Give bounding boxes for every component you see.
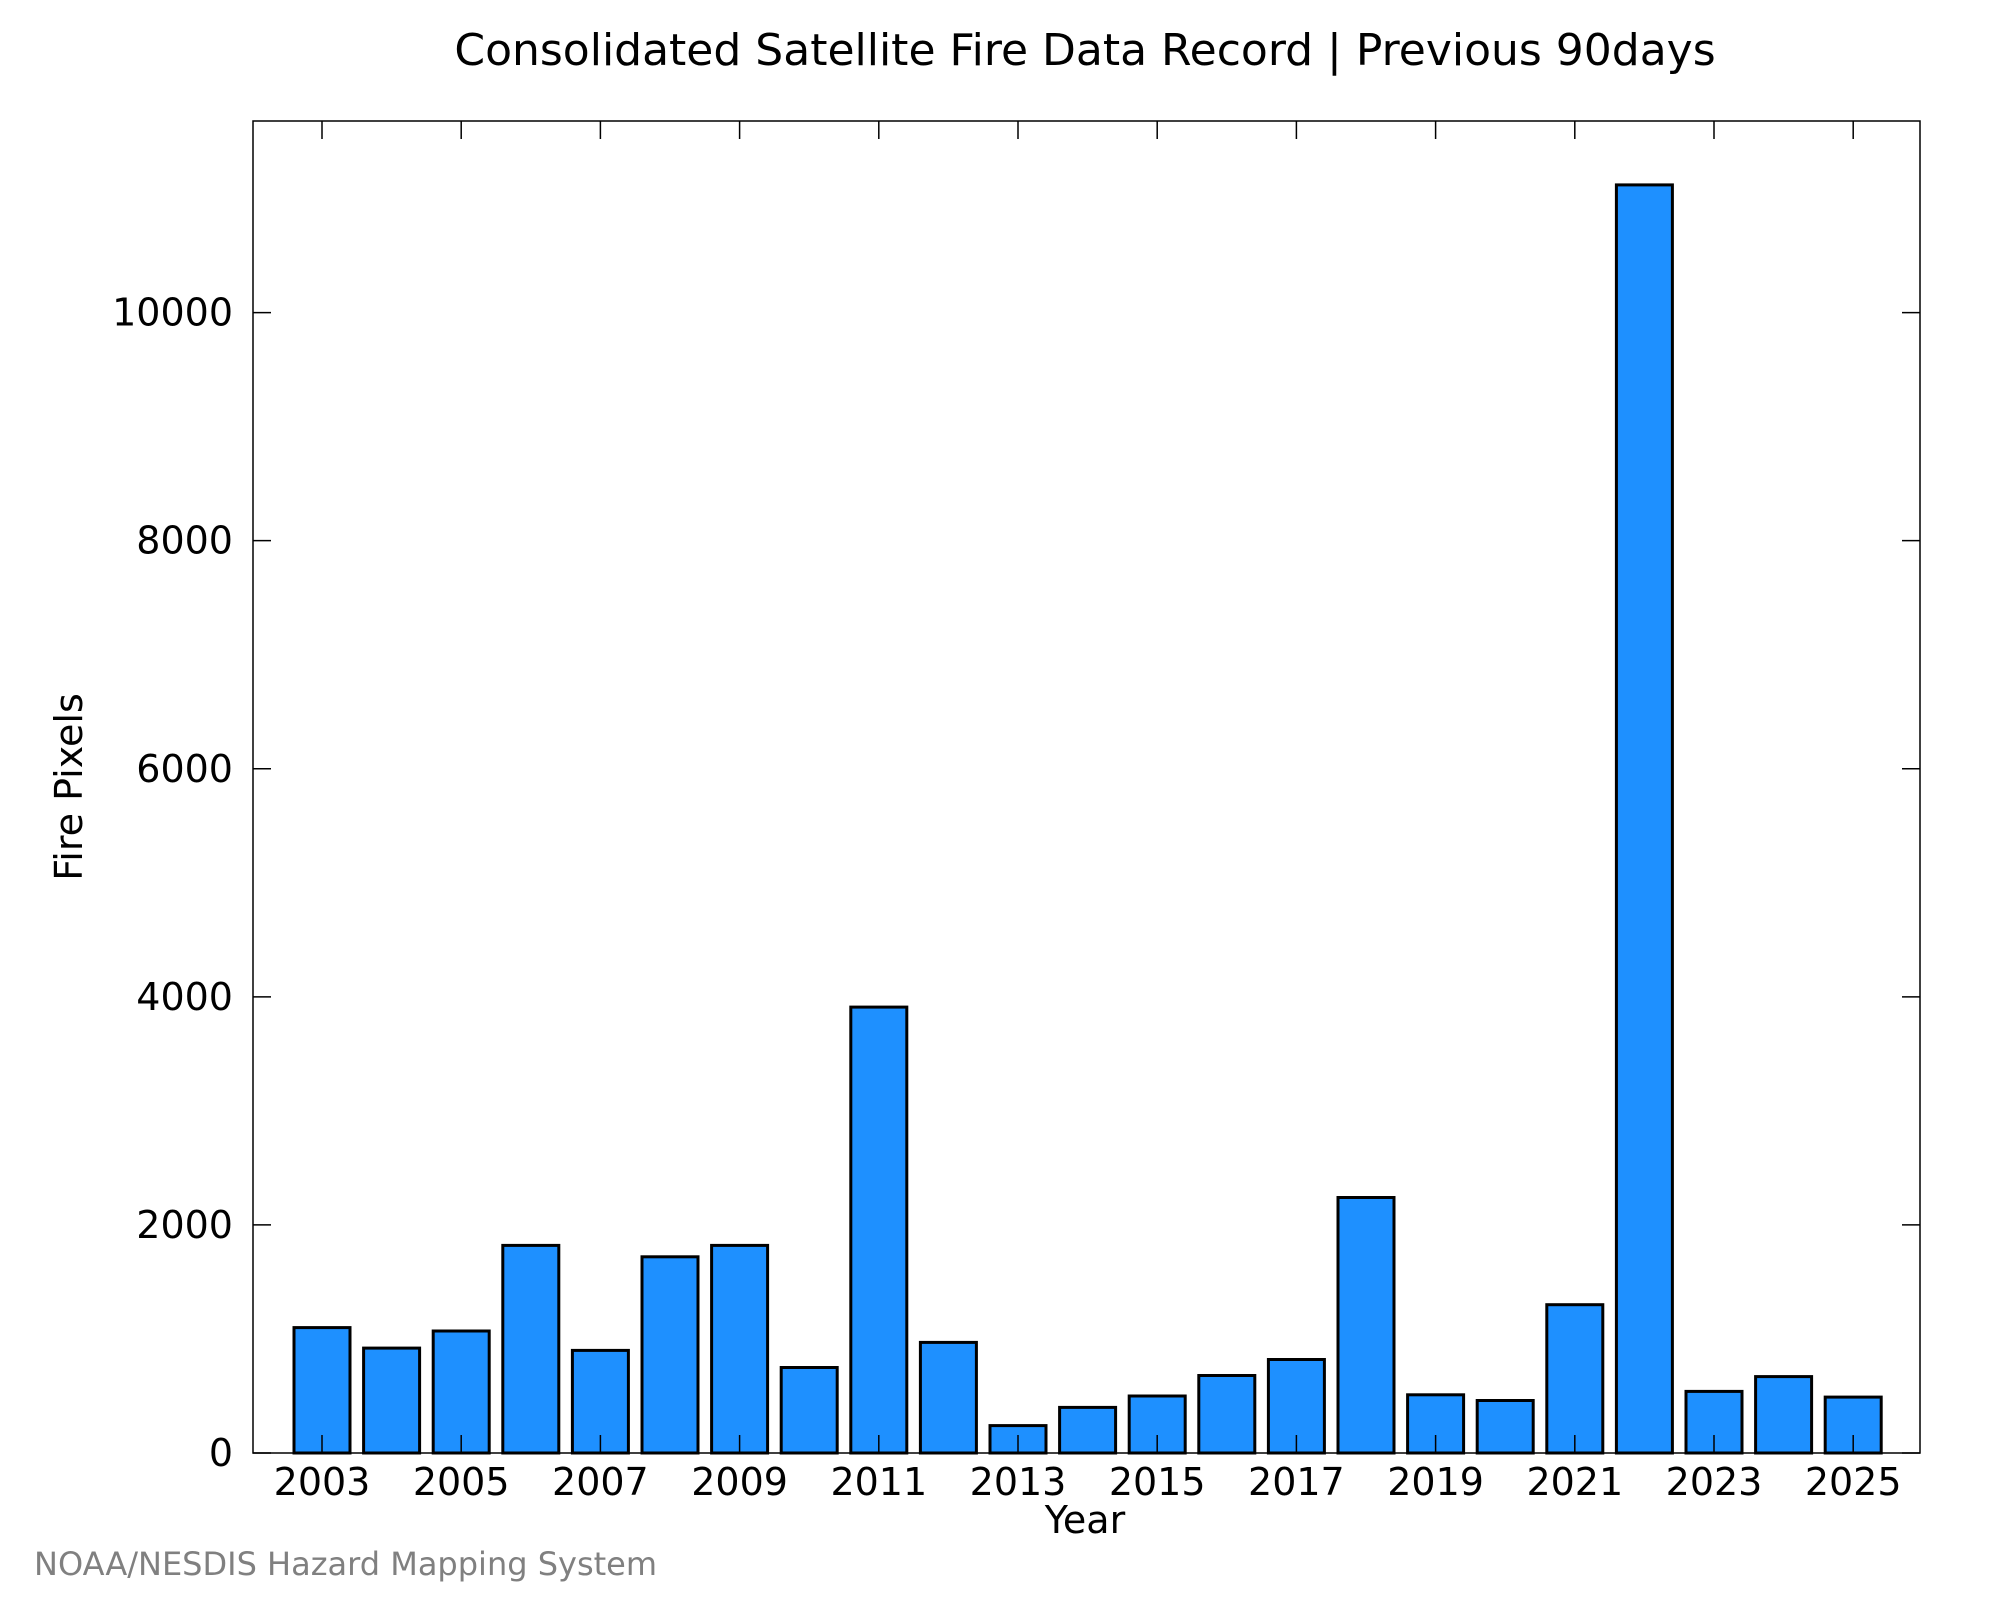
bar-2022 [1614,183,1674,1455]
bar-2005 [431,1329,491,1455]
bar-2003 [292,1326,352,1455]
x-tick-label: 2007 [552,1460,649,1504]
x-tick-label: 2023 [1666,1460,1763,1504]
y-axis-label: Fire Pixels [47,693,91,881]
x-tick-label: 2011 [830,1460,927,1504]
bar-2016 [1197,1374,1257,1455]
bar-2011 [849,1005,909,1455]
x-tick-label: 2009 [691,1460,788,1504]
x-tick-label: 2021 [1526,1460,1623,1504]
y-tick-label: 6000 [136,747,233,791]
bar-2004 [362,1346,422,1455]
x-axis-label: Year [1044,1498,1126,1542]
y-tick-label: 8000 [136,519,233,563]
y-axis-ticks: 0 2000 4000 6000 8000 10000 [112,291,1920,1475]
bar-2010 [779,1366,839,1455]
bar-2014 [1058,1405,1118,1455]
chart-title: Consolidated Satellite Fire Data Record … [454,25,1715,76]
x-tick-label: 2017 [1248,1460,1345,1504]
y-tick-label: 2000 [136,1203,233,1247]
x-tick-label: 2019 [1387,1460,1484,1504]
y-tick-label: 4000 [136,975,233,1019]
y-tick-label: 10000 [112,291,233,335]
bar-2021 [1545,1303,1605,1455]
bar-2012 [918,1340,978,1455]
x-axis-ticks: 2003 2005 2007 2009 2011 2013 2015 2017 2019 2021… [274,121,1902,1504]
x-tick-label: 2013 [970,1460,1067,1504]
x-tick-label: 2005 [413,1460,510,1504]
bars-group [292,183,1883,1455]
bar-2006 [501,1243,561,1455]
y-tick-label: 0 [209,1431,233,1475]
x-tick-label: 2025 [1805,1460,1902,1504]
plot-frame [252,120,1921,1454]
bar-2024 [1754,1375,1814,1455]
bar-2018 [1336,1196,1396,1455]
bar-2020 [1475,1399,1535,1455]
x-tick-label: 2003 [274,1460,371,1504]
x-tick-label: 2015 [1109,1460,1206,1504]
bar-2009 [710,1243,770,1455]
source-credit: NOAA/NESDIS Hazard Mapping System [34,1545,657,1583]
bar-2008 [640,1255,700,1455]
